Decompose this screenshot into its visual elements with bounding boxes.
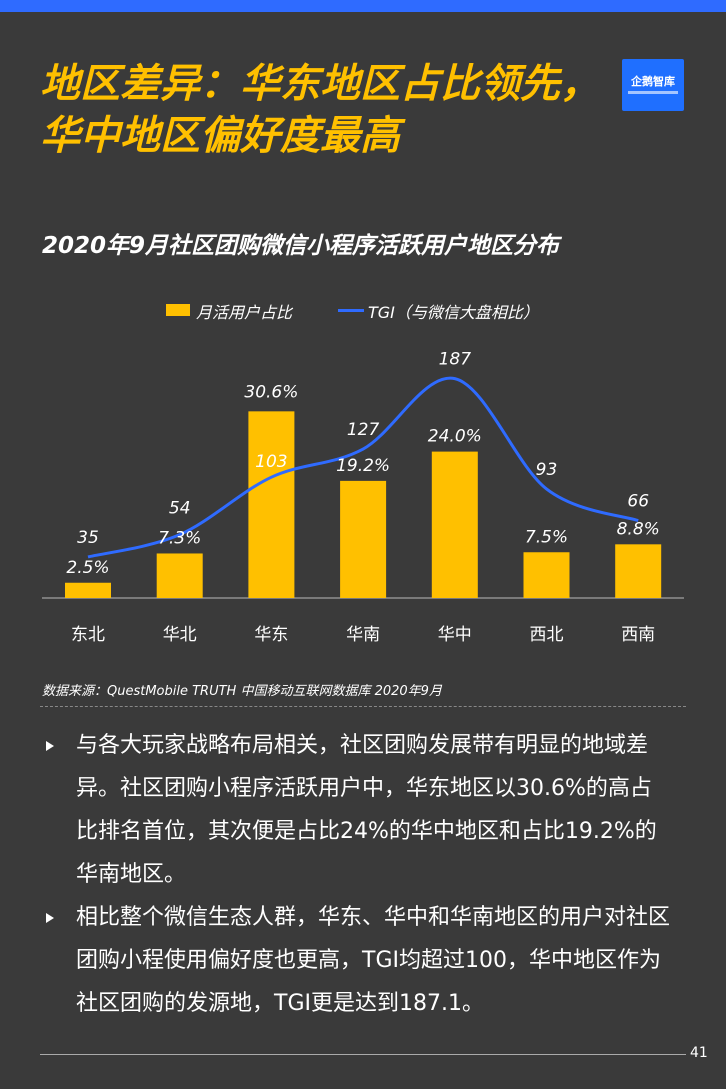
tgi-value-label: 66 <box>627 492 649 512</box>
bar-2 <box>248 411 295 598</box>
bullet-triangle-icon <box>46 741 54 751</box>
tgi-value-label: 103 <box>255 452 287 472</box>
tgi-value-label: 35 <box>77 528 99 548</box>
title-line-1: 地区差异：华东地区占比领先， <box>40 61 600 107</box>
bullet-text: 与各大玩家战略布局相关，社区团购发展带有明显的地域差异。社区团购小程序活跃用户中… <box>76 733 657 887</box>
bar-6 <box>615 544 662 598</box>
data-source: 数据来源：QuestMobile TRUTH 中国移动互联网数据库 2020年9… <box>42 684 442 699</box>
brand-logo: 企鹅智库 <box>622 59 684 111</box>
tgi-line <box>87 376 639 559</box>
x-tick-label: 西南 <box>621 625 655 645</box>
x-tick-label: 华东 <box>254 625 288 645</box>
legend-line-swatch <box>338 309 364 312</box>
tgi-value-label: 187 <box>439 350 472 370</box>
logo-text: 企鹅智库 <box>631 75 675 88</box>
legend-bar-label: 月活用户占比 <box>196 303 293 322</box>
legend-bar-swatch <box>166 304 190 316</box>
chart-title: 2020年9月社区团购微信小程序活跃用户地区分布 <box>42 233 560 259</box>
x-tick-label: 东北 <box>71 625 105 645</box>
bullet-text: 相比整个微信生态人群，华东、华中和华南地区的用户对社区团购小程使用偏好度也更高，… <box>76 905 671 1016</box>
bullet-item: 相比整个微信生态人群，华东、华中和华南地区的用户对社区团购小程使用偏好度也更高，… <box>42 896 672 1025</box>
bar-4 <box>431 451 478 598</box>
bullet-triangle-icon <box>46 913 54 923</box>
tgi-value-label: 93 <box>536 460 558 480</box>
bar-0 <box>65 582 111 598</box>
tgi-value-label: 54 <box>169 498 191 518</box>
bar-value-label: 24.0% <box>428 427 482 447</box>
bullet-item: 与各大玩家战略布局相关，社区团购发展带有明显的地域差异。社区团购小程序活跃用户中… <box>42 724 672 896</box>
legend-line-label: TGI（与微信大盘相比） <box>368 303 539 322</box>
tgi-value-label: 127 <box>347 420 380 440</box>
x-tick-label: 华北 <box>163 625 197 645</box>
top-accent-bar <box>0 0 726 12</box>
page-title: 地区差异：华东地区占比领先， 华中地区偏好度最高 <box>40 58 630 162</box>
bar-value-label: 8.8% <box>617 519 660 539</box>
chart-legend: 月活用户占比 TGI（与微信大盘相比） <box>0 296 726 324</box>
bar-value-label: 7.3% <box>158 528 201 548</box>
x-tick-label: 西北 <box>530 625 564 645</box>
x-tick-label: 华中 <box>438 625 472 645</box>
bar-value-label: 19.2% <box>336 456 390 476</box>
logo-underline <box>628 91 678 94</box>
title-line-2: 华中地区偏好度最高 <box>40 113 400 159</box>
x-tick-label: 华南 <box>346 625 380 645</box>
footer-divider <box>40 1054 686 1055</box>
bar-value-label: 7.5% <box>525 527 568 547</box>
bar-5 <box>523 552 570 598</box>
bar-1 <box>156 553 203 598</box>
bar-value-label: 30.6% <box>244 382 298 402</box>
combo-chart: 2.5% 35 东北 7.3% 54 华北 30.6% 103 华东 19.2% 127 华南 24.0… <box>42 350 684 645</box>
bar-3 <box>340 480 387 598</box>
divider-dashed <box>40 706 686 707</box>
bullet-list: 与各大玩家战略布局相关，社区团购发展带有明显的地域差异。社区团购小程序活跃用户中… <box>42 724 672 1025</box>
bar-value-label: 2.5% <box>66 558 109 578</box>
page-number: 41 <box>690 1045 708 1061</box>
